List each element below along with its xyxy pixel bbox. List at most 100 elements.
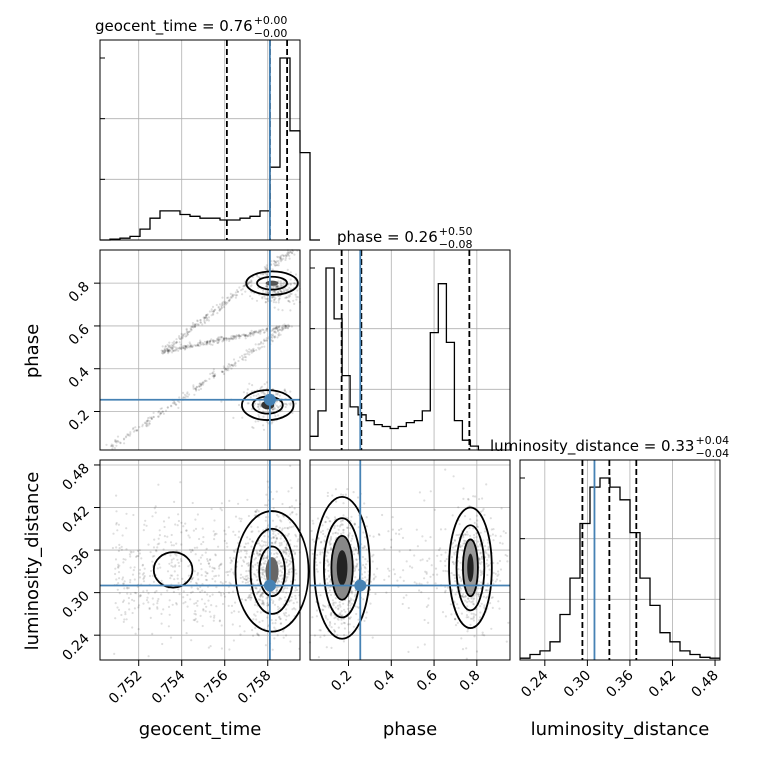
sample-point <box>244 598 247 601</box>
sample-point <box>159 407 162 410</box>
sample-point <box>276 588 279 592</box>
sample-point <box>156 602 159 605</box>
sample-point <box>242 391 245 394</box>
sample-point <box>279 569 282 572</box>
sample-point <box>292 299 295 302</box>
sample-point <box>326 550 329 553</box>
sample-point <box>497 600 500 603</box>
sample-point <box>238 335 241 338</box>
sample-point <box>199 387 203 390</box>
sample-point <box>166 343 169 346</box>
sample-point <box>472 619 475 622</box>
sample-point <box>485 562 488 565</box>
sample-point <box>272 536 275 540</box>
sample-point <box>333 622 336 626</box>
sample-point <box>173 340 176 343</box>
sample-point <box>252 349 255 352</box>
sample-point <box>185 345 188 349</box>
sample-point <box>279 618 282 621</box>
sample-point <box>214 532 217 536</box>
sample-point <box>228 299 231 302</box>
sample-point <box>153 591 157 594</box>
sample-point <box>270 541 273 545</box>
sample-point <box>270 296 274 299</box>
title-phase: phase = 0.26 <box>337 228 438 246</box>
sample-point <box>223 366 226 370</box>
sample-point <box>261 599 264 602</box>
sample-point <box>138 425 141 429</box>
sample-point <box>275 589 278 592</box>
sample-point <box>419 559 422 562</box>
title-geocent-time: geocent_time = 0.76 <box>95 17 253 36</box>
sample-point <box>212 339 215 342</box>
sample-point <box>277 333 280 336</box>
sample-point <box>193 325 196 328</box>
sample-point <box>150 417 153 420</box>
sample-point <box>355 558 358 561</box>
sample-point <box>294 568 297 571</box>
sample-point <box>284 558 287 561</box>
sample-point <box>465 657 468 660</box>
sample-point <box>333 516 337 519</box>
sample-point <box>279 565 282 568</box>
sample-point <box>265 339 268 342</box>
sample-point <box>329 520 332 523</box>
sample-point <box>315 609 319 612</box>
sample-point <box>256 632 259 635</box>
sample-point <box>230 364 233 367</box>
sample-point <box>142 529 145 532</box>
sample-point <box>141 425 144 428</box>
sample-point <box>295 535 298 538</box>
sample-point <box>197 342 200 345</box>
sample-point <box>196 587 199 590</box>
sample-point <box>183 347 186 350</box>
sample-point <box>445 558 448 561</box>
sample-point <box>120 545 123 549</box>
sample-point <box>255 508 259 511</box>
sample-point <box>273 637 276 640</box>
sample-point <box>245 578 248 582</box>
sample-point <box>255 299 259 302</box>
sample-point <box>212 530 215 533</box>
sample-point <box>494 534 497 537</box>
sample-point <box>288 559 291 563</box>
sample-point <box>265 329 269 332</box>
sample-point <box>330 547 333 551</box>
sample-point <box>220 370 224 373</box>
sample-point <box>284 580 287 583</box>
sample-point <box>205 316 209 319</box>
sample-point <box>196 323 199 326</box>
sample-point <box>491 606 494 610</box>
sample-point <box>131 428 135 431</box>
sample-point <box>175 602 178 605</box>
sample-point <box>453 574 456 577</box>
sample-point <box>472 615 475 618</box>
sample-point <box>240 564 243 568</box>
sample-point <box>342 493 345 497</box>
sample-point <box>291 510 294 514</box>
sample-point <box>460 587 463 590</box>
sample-point <box>486 595 489 598</box>
sample-point <box>282 567 285 570</box>
sample-point <box>139 594 142 598</box>
sample-point <box>140 557 143 560</box>
sample-point <box>333 628 336 632</box>
sample-point <box>167 349 170 352</box>
sample-point <box>182 396 185 399</box>
sample-point <box>288 402 291 405</box>
density-contour <box>245 270 299 296</box>
sample-point <box>264 267 267 270</box>
sample-point <box>121 534 124 537</box>
sample-point <box>160 407 163 410</box>
sample-point <box>392 568 395 571</box>
sample-point <box>247 514 250 518</box>
sample-point <box>333 630 337 633</box>
sample-point <box>188 393 191 396</box>
sample-point <box>499 535 502 538</box>
sample-point <box>254 557 257 560</box>
sample-point <box>233 363 236 366</box>
sample-point <box>472 603 475 606</box>
sample-point <box>317 537 320 540</box>
sample-point <box>259 588 262 591</box>
sample-point <box>261 573 265 576</box>
